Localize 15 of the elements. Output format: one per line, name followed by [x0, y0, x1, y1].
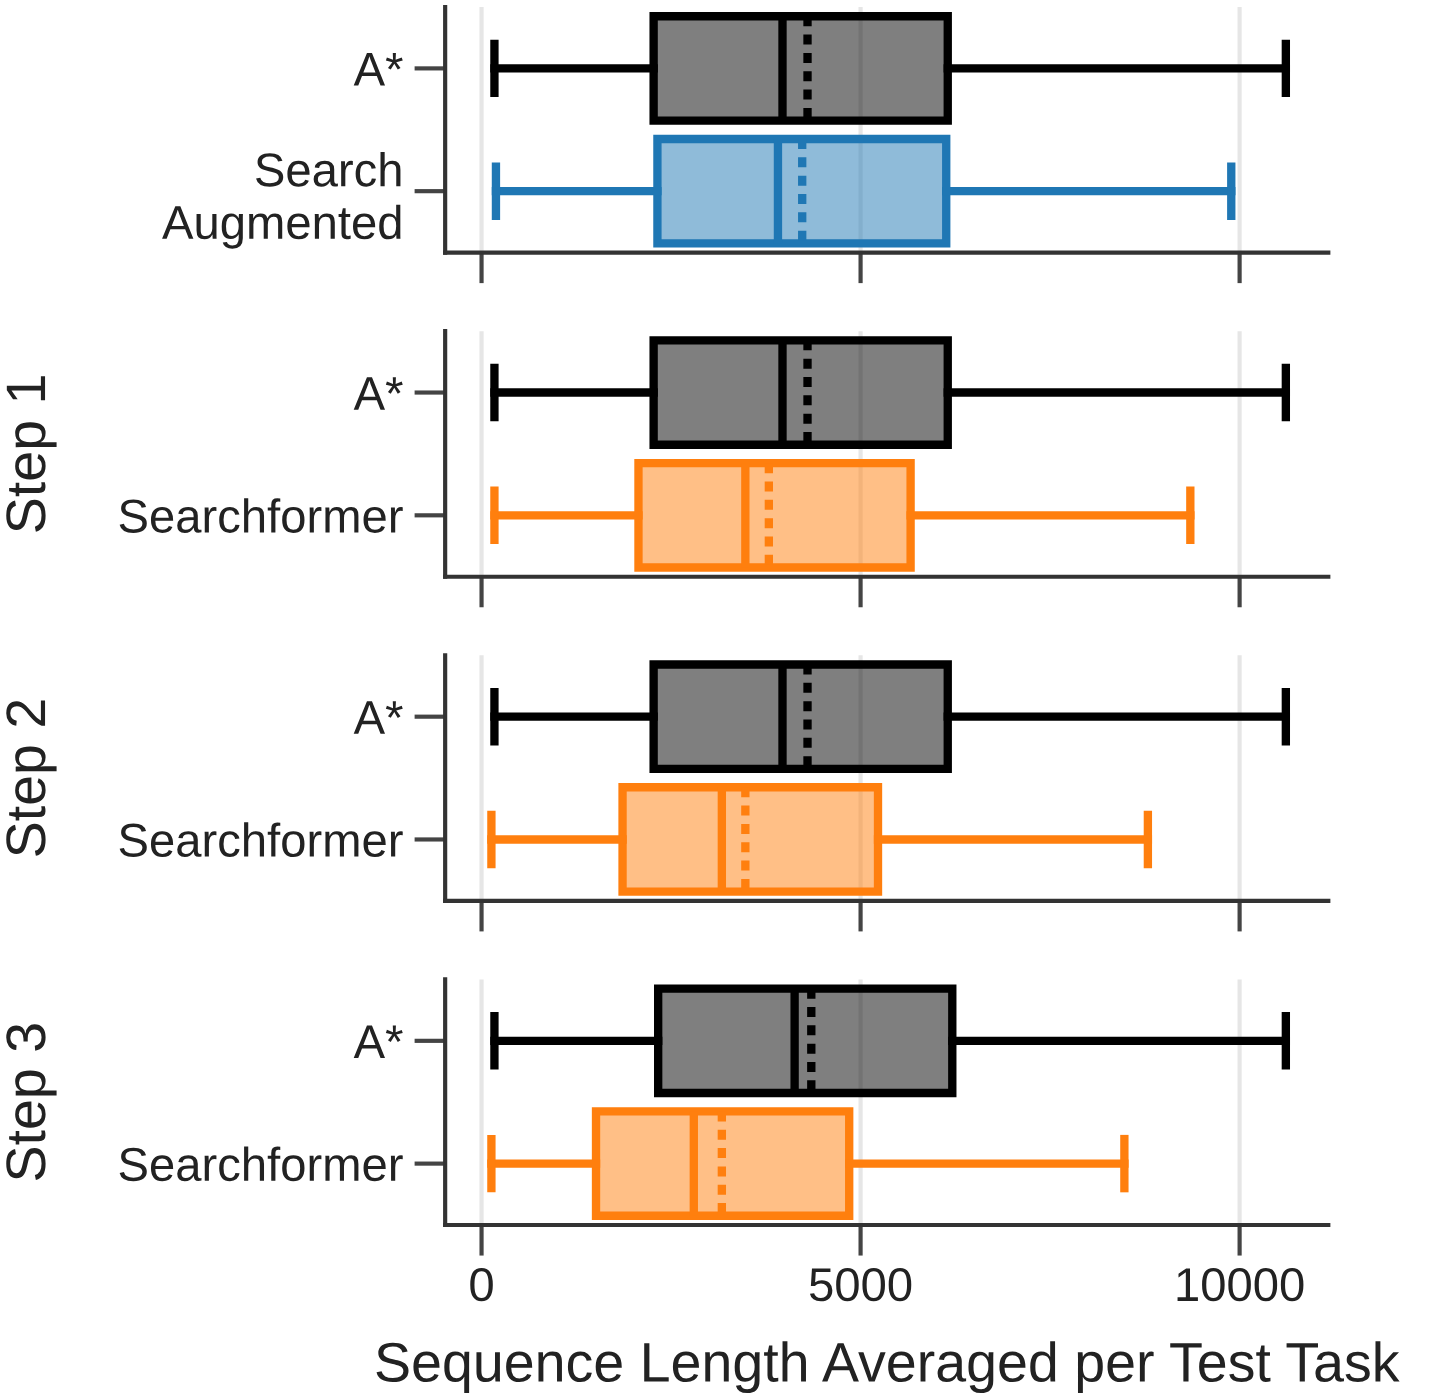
y-tick-label: A* — [353, 377, 403, 410]
y-tick-label: Search Augmented — [162, 152, 401, 249]
y-axis-title: Step 1 — [6, 376, 57, 532]
y-tick-label: A* — [353, 1025, 403, 1058]
x-tick-label: 5000 — [809, 1267, 912, 1302]
y-tick-label: Searchformer — [119, 498, 403, 533]
y-axis-title: Step 3 — [6, 1024, 57, 1180]
y-tick-label: A* — [353, 53, 403, 86]
x-axis-title: Sequence Length Averaged per Test Task — [376, 1341, 1400, 1394]
y-tick-label: Searchformer — [119, 822, 403, 858]
y-tick-label: A* — [353, 701, 403, 734]
y-axis-title: Step 2 — [6, 700, 57, 856]
y-tick-label: Searchformer — [119, 1146, 403, 1182]
x-tick-label: 0 — [470, 1267, 493, 1302]
x-tick-label: 10000 — [1177, 1267, 1304, 1302]
